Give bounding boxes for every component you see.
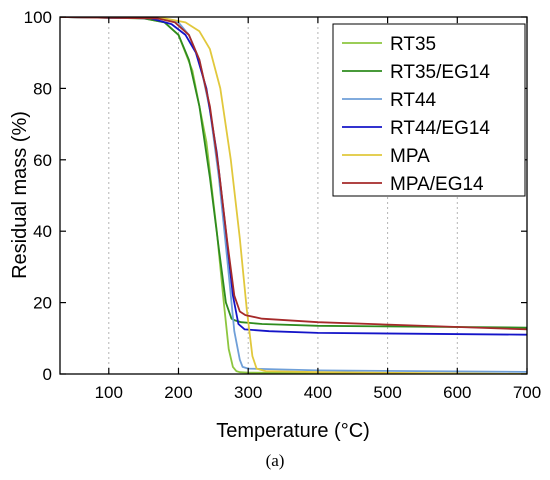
y-tick-label: 40 bbox=[33, 222, 52, 241]
legend: RT35 RT35/EG14 RT44 RT44/EG14 MPA MPA/EG14 bbox=[332, 23, 526, 197]
plot-frame bbox=[59, 16, 528, 375]
legend-label: MPA bbox=[390, 146, 430, 167]
series-lines bbox=[60, 17, 527, 374]
figure-caption: (a) bbox=[266, 451, 285, 470]
x-tick-label: 400 bbox=[304, 383, 332, 402]
x-tick-label: 300 bbox=[234, 383, 262, 402]
x-tick-label: 600 bbox=[443, 383, 471, 402]
series-line-rt44 bbox=[60, 17, 527, 373]
x-tick-label: 200 bbox=[164, 383, 192, 402]
y-tick-label: 0 bbox=[43, 365, 52, 384]
y-axis-label: Residual mass (%) bbox=[9, 111, 31, 279]
legend-label: RT44 bbox=[390, 90, 437, 111]
y-tick-label: 20 bbox=[33, 294, 52, 313]
legend-label: MPA/EG14 bbox=[390, 174, 484, 195]
x-tick-label: 100 bbox=[95, 383, 123, 402]
legend-box bbox=[332, 23, 526, 197]
series-line-mpa-eg14 bbox=[60, 17, 527, 331]
y-tick-label: 60 bbox=[33, 151, 52, 170]
x-axis-label: Temperature (°C) bbox=[216, 420, 370, 442]
legend-label: RT35/EG14 bbox=[390, 62, 490, 83]
legend-label: RT44/EG14 bbox=[390, 118, 490, 139]
y-tick-label: 100 bbox=[24, 8, 52, 27]
series-line-mpa bbox=[60, 17, 527, 374]
legend-label: RT35 bbox=[390, 34, 436, 55]
x-tick-label: 700 bbox=[513, 383, 541, 402]
series-line-rt35-eg14 bbox=[60, 17, 527, 329]
y-tick-label: 80 bbox=[33, 79, 52, 98]
x-tick-label: 500 bbox=[373, 383, 401, 402]
axis-ticks: 100 200 300 400 500 600 700 0 20 40 60 80 100 bbox=[24, 8, 542, 402]
